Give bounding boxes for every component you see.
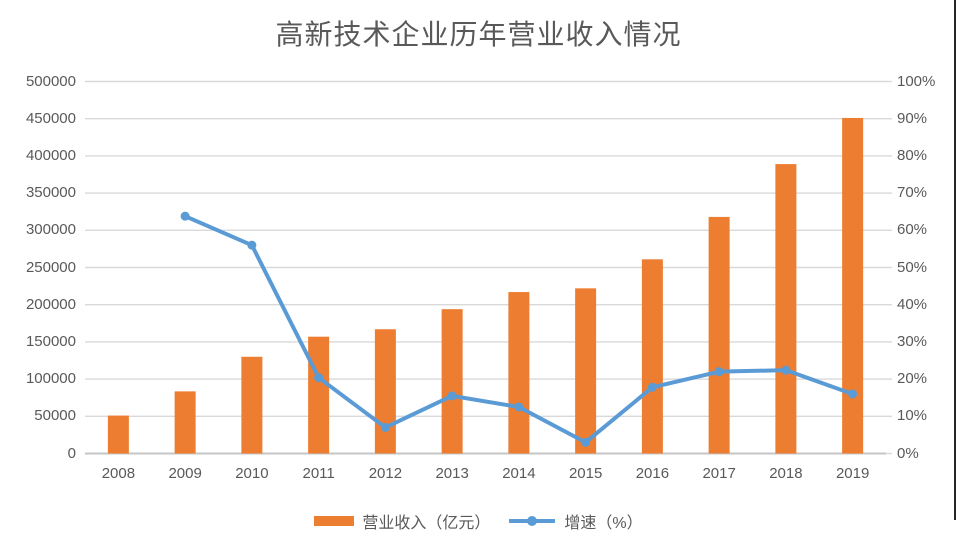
growth-marker-2013 [447,391,457,401]
right-axis-label-20%: 20% [897,370,928,388]
left-axis-label-150000: 150000 [25,332,76,350]
revenue-bar-2009 [174,391,196,454]
growth-marker-2009 [180,211,190,221]
left-axis-label-50000: 50000 [34,407,76,425]
legend-revenue-label: 营业收入（亿元） [362,515,491,532]
legend-bar-swatch-icon [314,516,355,526]
x-axis-label-2011: 2011 [302,465,335,482]
x-axis-label-2013: 2013 [435,465,469,482]
x-axis-label-2008: 2008 [101,465,136,482]
x-axis-label-2010: 2010 [235,465,269,482]
revenue-bar-2013 [441,309,463,454]
left-axis-label-250000: 250000 [25,258,76,276]
revenue-bar-2014 [508,292,530,454]
growth-marker-2018 [781,365,791,375]
right-axis-label-90%: 90% [897,109,928,127]
left-axis-label-200000: 200000 [25,295,76,313]
legend: 营业收入（亿元） 增速（%） [0,509,957,533]
revenue-bar-2018 [775,164,797,454]
legend-line-swatch-icon [509,516,556,526]
left-axis-label-100000: 100000 [25,370,76,388]
right-axis-label-0%: 0% [897,444,919,462]
right-axis-label-10%: 10% [897,407,928,425]
left-axis-label-300000: 300000 [25,221,76,239]
x-axis-label-2009: 2009 [168,465,202,482]
x-axis-label-2016: 2016 [635,465,670,482]
left-axis-label-350000: 350000 [25,184,76,202]
x-axis-label-2015: 2015 [568,465,603,482]
revenue-bar-2017 [708,216,730,454]
growth-marker-2011 [314,373,324,383]
legend-growth-label: 增速（%） [564,515,643,532]
right-axis-label-40%: 40% [897,295,928,313]
growth-marker-2014 [514,402,524,412]
revenue-bar-2011 [308,336,330,454]
growth-marker-2019 [848,389,858,399]
right-axis-label-100%: 100% [897,72,936,90]
x-axis-label-2019: 2019 [835,465,870,482]
revenue-bar-2015 [575,288,597,454]
x-axis-label-2018: 2018 [769,465,803,482]
x-axis-label-2014: 2014 [502,465,536,482]
left-axis-label-0: 0 [67,444,76,462]
revenue-bar-2016 [641,259,663,454]
chart-title: 高新技术企业历年营业收入情况 [275,20,682,51]
right-axis-label-80%: 80% [897,146,928,164]
growth-marker-2010 [247,240,257,250]
growth-marker-2015 [581,437,591,447]
growth-marker-2016 [647,382,657,392]
right-axis-label-60%: 60% [897,221,928,239]
left-axis-label-500000: 500000 [25,72,76,90]
right-axis-label-30%: 30% [897,332,928,350]
x-axis-label-2012: 2012 [368,465,403,482]
revenue-bar-2010 [241,356,263,454]
growth-marker-2012 [380,422,390,432]
revenue-bar-2008 [107,415,129,454]
left-axis-label-400000: 400000 [25,146,76,164]
left-axis-label-450000: 450000 [25,109,76,127]
revenue-bar-2012 [374,329,396,454]
growth-marker-2017 [714,367,724,377]
revenue-bar-2019 [842,117,864,454]
right-edge-border-line [954,0,956,520]
right-axis-label-70%: 70% [897,184,928,202]
right-axis-label-50%: 50% [897,258,928,276]
x-axis-label-2017: 2017 [702,465,736,482]
